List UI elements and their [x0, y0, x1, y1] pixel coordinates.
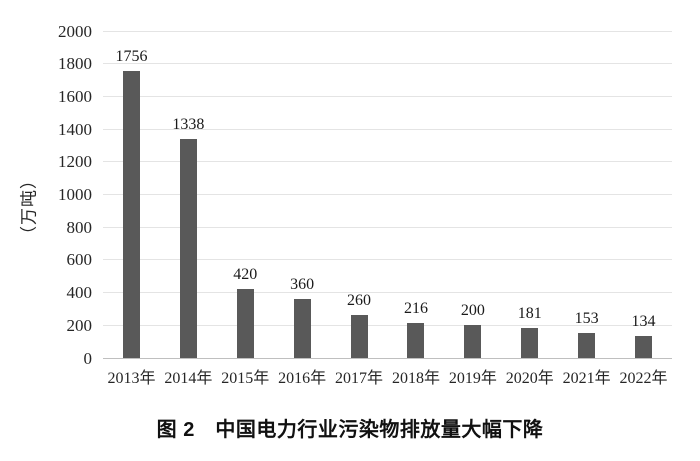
- gridline: [103, 161, 672, 163]
- bar-value-label: 360: [290, 276, 315, 294]
- x-axis-line: [103, 357, 672, 359]
- x-tick-label: 2015年: [221, 370, 270, 387]
- x-tick-label: 2013年: [107, 370, 156, 387]
- bar: [236, 289, 254, 358]
- bar: [293, 299, 311, 358]
- bar-value-label: 181: [517, 305, 542, 323]
- y-tick-label: 1400: [58, 119, 92, 139]
- y-axis-ticks: 0 200 400 600 800 1000 1200 1400 1600 1800 2000: [0, 22, 93, 368]
- y-tick-label: 200: [66, 315, 93, 335]
- y-tick-label: 400: [66, 283, 93, 303]
- x-tick-label: 2018年: [391, 370, 440, 387]
- gridline: [103, 63, 672, 65]
- gridline: [103, 324, 672, 326]
- bar: [578, 332, 596, 358]
- y-tick-label: 800: [66, 217, 93, 237]
- y-tick-label: 1200: [58, 152, 92, 172]
- x-tick-label: 2019年: [448, 370, 497, 387]
- gridline: [103, 128, 672, 130]
- bar-value-label: 420: [233, 266, 258, 284]
- gridline: [103, 95, 672, 97]
- bar: [350, 315, 368, 358]
- figure-caption: 图 2 中国电力行业污染物排放量大幅下降: [156, 419, 544, 441]
- bar: [407, 322, 425, 358]
- bar-value-label: 216: [403, 299, 428, 317]
- y-tick-label: 600: [66, 250, 93, 270]
- gridline: [103, 292, 672, 294]
- gridline: [103, 226, 672, 228]
- bar: [122, 70, 140, 358]
- bar-value-label: 134: [631, 313, 656, 331]
- y-tick-label: 1800: [58, 54, 92, 74]
- y-tick-label: 1000: [58, 185, 92, 204]
- bar-value-label: 200: [460, 302, 485, 320]
- gridline: [103, 259, 672, 261]
- bar: [635, 336, 653, 358]
- bar: [464, 325, 482, 358]
- bar-value-label: 1338: [172, 116, 205, 134]
- y-tick-label: 2000: [58, 21, 92, 41]
- plot-area: 1756 2013年 1338 2014年 420 2015年 360 2016年 260 201…: [103, 30, 672, 387]
- x-tick-label: 2017年: [335, 370, 384, 387]
- bar-value-label: 260: [347, 292, 372, 310]
- gridline: [103, 30, 672, 32]
- gridline: [103, 194, 672, 195]
- bar: [521, 328, 539, 358]
- bar: [179, 139, 197, 358]
- y-tick-label: 0: [83, 348, 93, 368]
- x-tick-label: 2022年: [619, 370, 668, 387]
- x-tick-label: 2021年: [562, 370, 611, 387]
- x-tick-label: 2016年: [278, 370, 327, 387]
- y-tick-label: 1600: [58, 86, 92, 106]
- x-tick-label: 2014年: [164, 370, 213, 387]
- bar-value-label: 153: [574, 309, 599, 327]
- x-tick-label: 2020年: [505, 370, 554, 387]
- bar-value-label: 1756: [115, 47, 148, 65]
